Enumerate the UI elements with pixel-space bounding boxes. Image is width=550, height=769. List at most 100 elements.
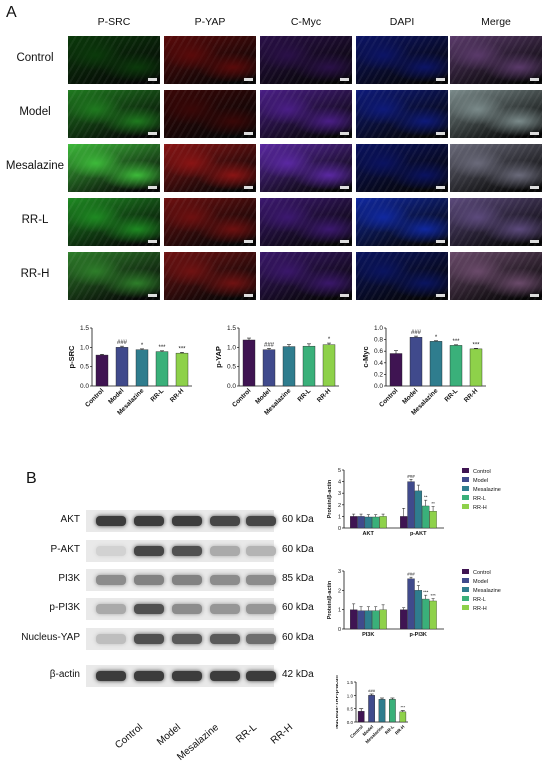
micrograph-tile (260, 90, 352, 138)
micrograph-tile (260, 36, 352, 84)
bar (378, 699, 386, 723)
blot-band (172, 671, 202, 681)
y-tick-label: 1.0 (347, 693, 354, 698)
blot-band (210, 516, 240, 526)
bar (155, 351, 169, 387)
micrograph-tile (356, 36, 448, 84)
chart-akt: 0 1 2 3 4 5 Protein/β-actin AKT ### **** p-AKT Cont… (327, 468, 501, 537)
x-tick-label: RR-L (149, 387, 165, 403)
blot-band (134, 671, 164, 681)
bar (357, 711, 365, 723)
micrograph-tile (68, 198, 160, 246)
bar (350, 516, 358, 529)
micrograph-tile (164, 252, 256, 300)
blot-band (96, 634, 126, 644)
y-tick-label: 2 (338, 503, 341, 509)
bar (389, 699, 396, 723)
blot-strip (86, 628, 276, 650)
bar (135, 349, 149, 387)
y-tick-label: 0.4 (374, 360, 383, 367)
chart-p-yap: 0.00.51.01.5p-YAPControl###ModelMesalazi… (214, 325, 339, 417)
bar (242, 339, 256, 387)
legend-label: RR-L (473, 597, 486, 603)
significance-label: ### (368, 688, 375, 693)
x-tick-label: Model (107, 387, 125, 405)
blot-band (210, 634, 240, 644)
legend-swatch (462, 605, 469, 610)
bar (357, 610, 365, 630)
micrograph-tile (164, 198, 256, 246)
bar (282, 346, 296, 387)
x-tick-label: RR-H (394, 724, 405, 735)
y-tick-label: 0.0 (374, 383, 383, 390)
x-tick-label: Control (378, 387, 399, 408)
significance-label: ### (411, 330, 422, 336)
blot-kda-label: 60 kDa (282, 602, 314, 613)
bar (407, 481, 415, 529)
bar (350, 609, 358, 630)
significance-label: * (417, 580, 419, 585)
micrograph-tile (260, 252, 352, 300)
blot-band (134, 516, 164, 526)
legend-swatch (462, 504, 469, 509)
micrograph-tile (356, 144, 448, 192)
y-axis-label: Nucleus-YAP/β-actin (336, 675, 340, 729)
y-tick-label: 3 (338, 491, 341, 497)
y-tick-label: 0.8 (374, 337, 383, 344)
x-tick-label: RR-L (384, 724, 395, 735)
blot-band (96, 671, 126, 681)
micrograph-tile (260, 198, 352, 246)
bar (379, 516, 387, 529)
y-tick-label: 0.6 (374, 348, 383, 355)
y-tick-label: 0.5 (347, 707, 354, 712)
significance-label: * (328, 337, 331, 343)
immunofluorescence-grid: P-SRC P-YAP C-Myc DAPI Merge Control Model Mesa… (0, 0, 550, 300)
micrograph-tile (450, 36, 542, 84)
blot-band (96, 516, 126, 526)
x-tick-label: Model (401, 387, 419, 405)
micrograph-tile (164, 144, 256, 192)
legend-swatch (462, 596, 469, 601)
blot-band (246, 546, 276, 556)
blot-band (96, 575, 126, 585)
blot-strip (86, 540, 276, 562)
bar (372, 516, 380, 529)
legend-label: RR-L (473, 496, 486, 502)
blot-kda-label: 42 kDa (282, 669, 314, 680)
blot-band (134, 575, 164, 585)
blot-row-label: p-PI3K (49, 602, 80, 613)
y-tick-label: 0.0 (80, 383, 89, 390)
y-tick-label: 1 (338, 514, 341, 520)
legend-swatch (462, 569, 469, 574)
significance-label: ### (117, 340, 128, 346)
blot-strip (86, 510, 276, 532)
legend-swatch (462, 495, 469, 500)
bar (95, 354, 109, 387)
panel-b-label: B (26, 470, 37, 487)
significance-label: * (141, 343, 144, 349)
bar (115, 347, 129, 387)
bar (422, 505, 430, 529)
bar (175, 352, 189, 387)
y-axis-label: c-Myc (361, 346, 370, 367)
bar (429, 600, 437, 630)
significance-label: *** (178, 346, 186, 352)
x-tick-label: RR-L (443, 387, 459, 403)
y-axis-label: p-SRC (67, 345, 76, 368)
micrograph-tile (68, 90, 160, 138)
bar (429, 511, 437, 529)
significance-label: ** (431, 501, 435, 506)
bar (469, 348, 483, 387)
chart-pi3k: 0123Protein/β-actinPI3K###*******p-PI3KC… (327, 569, 501, 638)
blot-band (96, 604, 126, 614)
significance-label: *** (158, 345, 166, 351)
significance-label: * (435, 335, 438, 341)
micrograph-tile (68, 252, 160, 300)
blot-band (172, 575, 202, 585)
y-axis-label: Protein/β-actin (327, 580, 333, 619)
blot-kda-label: 85 kDa (282, 573, 314, 584)
y-tick-label: 0.5 (227, 364, 236, 371)
y-tick-label: 1.0 (374, 325, 383, 332)
blot-band (134, 546, 164, 556)
bar (409, 337, 423, 387)
